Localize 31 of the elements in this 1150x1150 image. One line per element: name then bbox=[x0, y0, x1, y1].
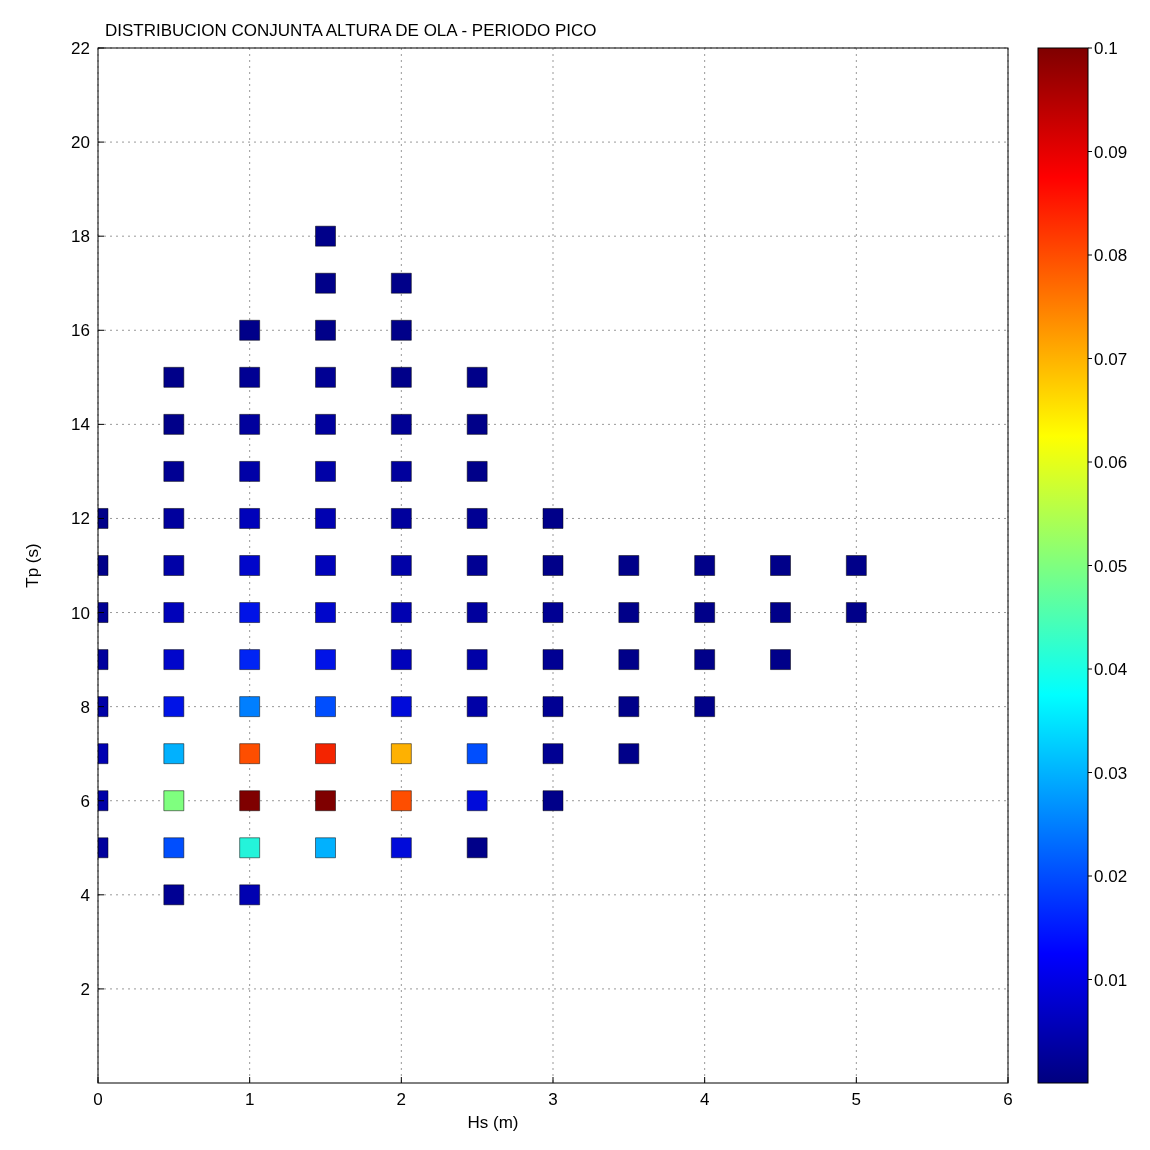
color-bar-label: 0.05 bbox=[1094, 556, 1128, 576]
y-tick-label: 20 bbox=[71, 133, 90, 153]
color-bar-label: 0.07 bbox=[1094, 349, 1128, 369]
color-bar-label: 0.02 bbox=[1094, 867, 1128, 886]
y-tick-label: 2 bbox=[80, 979, 90, 999]
color-bar-label: 0.09 bbox=[1094, 142, 1128, 162]
y-tick-label: 6 bbox=[80, 791, 90, 811]
color-bar-label: 0.03 bbox=[1094, 763, 1128, 783]
color-bar-label: 0.08 bbox=[1094, 246, 1128, 265]
x-tick-label: 1 bbox=[244, 1090, 255, 1109]
x-axis-title: Hs (m) bbox=[467, 1113, 519, 1132]
y-tick-label: 12 bbox=[71, 509, 90, 529]
y-tick-label: 18 bbox=[71, 227, 90, 247]
y-tick-label: 10 bbox=[71, 603, 90, 623]
color-bar-label: 0.1 bbox=[1094, 39, 1118, 58]
y-tick-label: 4 bbox=[80, 885, 90, 905]
x-tick-label: 5 bbox=[851, 1090, 862, 1109]
x-tick-label: 0 bbox=[93, 1090, 103, 1109]
chart-title: DISTRIBUCION CONJUNTA ALTURA DE OLA - PERIODO PICO bbox=[105, 21, 597, 40]
x-tick-label: 6 bbox=[1003, 1090, 1013, 1109]
y-tick-label: 16 bbox=[71, 321, 90, 341]
y-axis-title: Tp (s) bbox=[23, 543, 42, 588]
y-tick-label: 14 bbox=[71, 415, 90, 435]
x-tick-label: 2 bbox=[396, 1090, 407, 1109]
color-bar-label: 0.06 bbox=[1094, 453, 1128, 472]
x-tick-label: 4 bbox=[699, 1090, 710, 1109]
y-tick-label: 22 bbox=[71, 39, 90, 58]
color-bar-label: 0.01 bbox=[1094, 970, 1128, 990]
color-bar-label: 0.04 bbox=[1094, 660, 1128, 679]
y-tick-label: 8 bbox=[80, 697, 90, 717]
x-tick-label: 3 bbox=[548, 1090, 558, 1109]
